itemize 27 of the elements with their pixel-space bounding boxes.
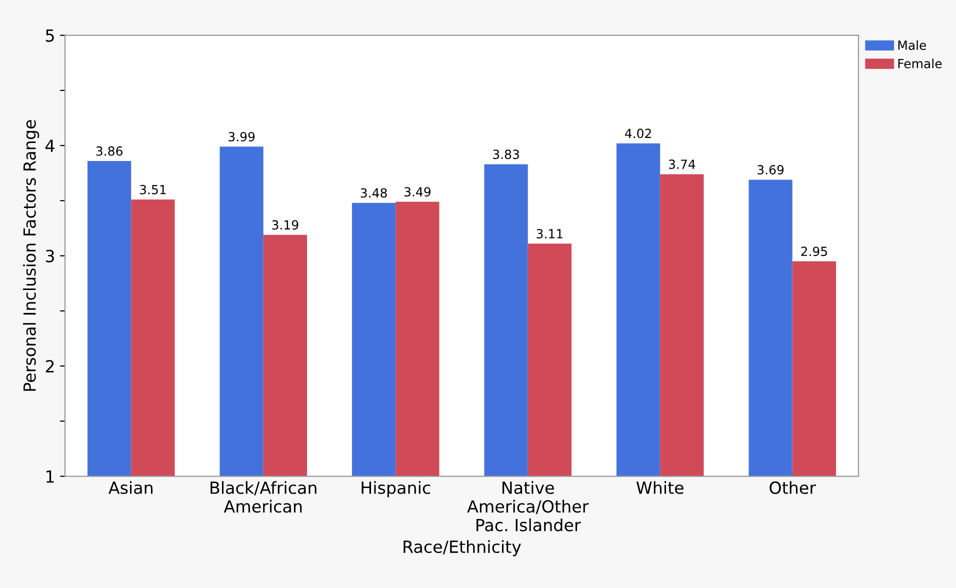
x-tick-label: Asian — [108, 481, 152, 494]
x-tick-label: Hispanic — [362, 481, 430, 498]
legend-label: Female — [898, 58, 942, 68]
y-tick-label: 2 — [46, 360, 54, 372]
legend-label: Male — [898, 40, 926, 50]
data-label: 2.95 — [801, 246, 828, 256]
x-tick-label: White — [636, 481, 684, 494]
x-tick-label: Native America/Other Pac. Islander — [467, 481, 589, 532]
y-tick-label: 1 — [46, 470, 54, 483]
x-tick-label: Other — [770, 481, 816, 494]
y-tick-label: 5 — [46, 29, 54, 42]
data-label: 3.69 — [758, 165, 784, 175]
data-label: 3.11 — [536, 229, 562, 238]
data-label: 3.49 — [404, 187, 430, 197]
x-tick-label: Black/African American — [210, 481, 316, 513]
y-tick-label: 4 — [45, 140, 54, 152]
data-label: 3.74 — [668, 160, 696, 169]
data-label: 3.99 — [228, 132, 255, 142]
y-axis-title: Personal Inclusion Factors Range — [22, 120, 40, 391]
data-label: 3.19 — [272, 220, 298, 230]
data-label: 3.48 — [360, 188, 387, 198]
data-label: 3.83 — [493, 150, 519, 160]
data-label: 3.86 — [96, 146, 122, 156]
y-tick-label: 3 — [46, 250, 54, 262]
x-axis-title: Race/Ethnicity — [404, 540, 521, 556]
data-label: 4.02 — [624, 128, 651, 138]
data-label: 3.51 — [140, 184, 166, 194]
